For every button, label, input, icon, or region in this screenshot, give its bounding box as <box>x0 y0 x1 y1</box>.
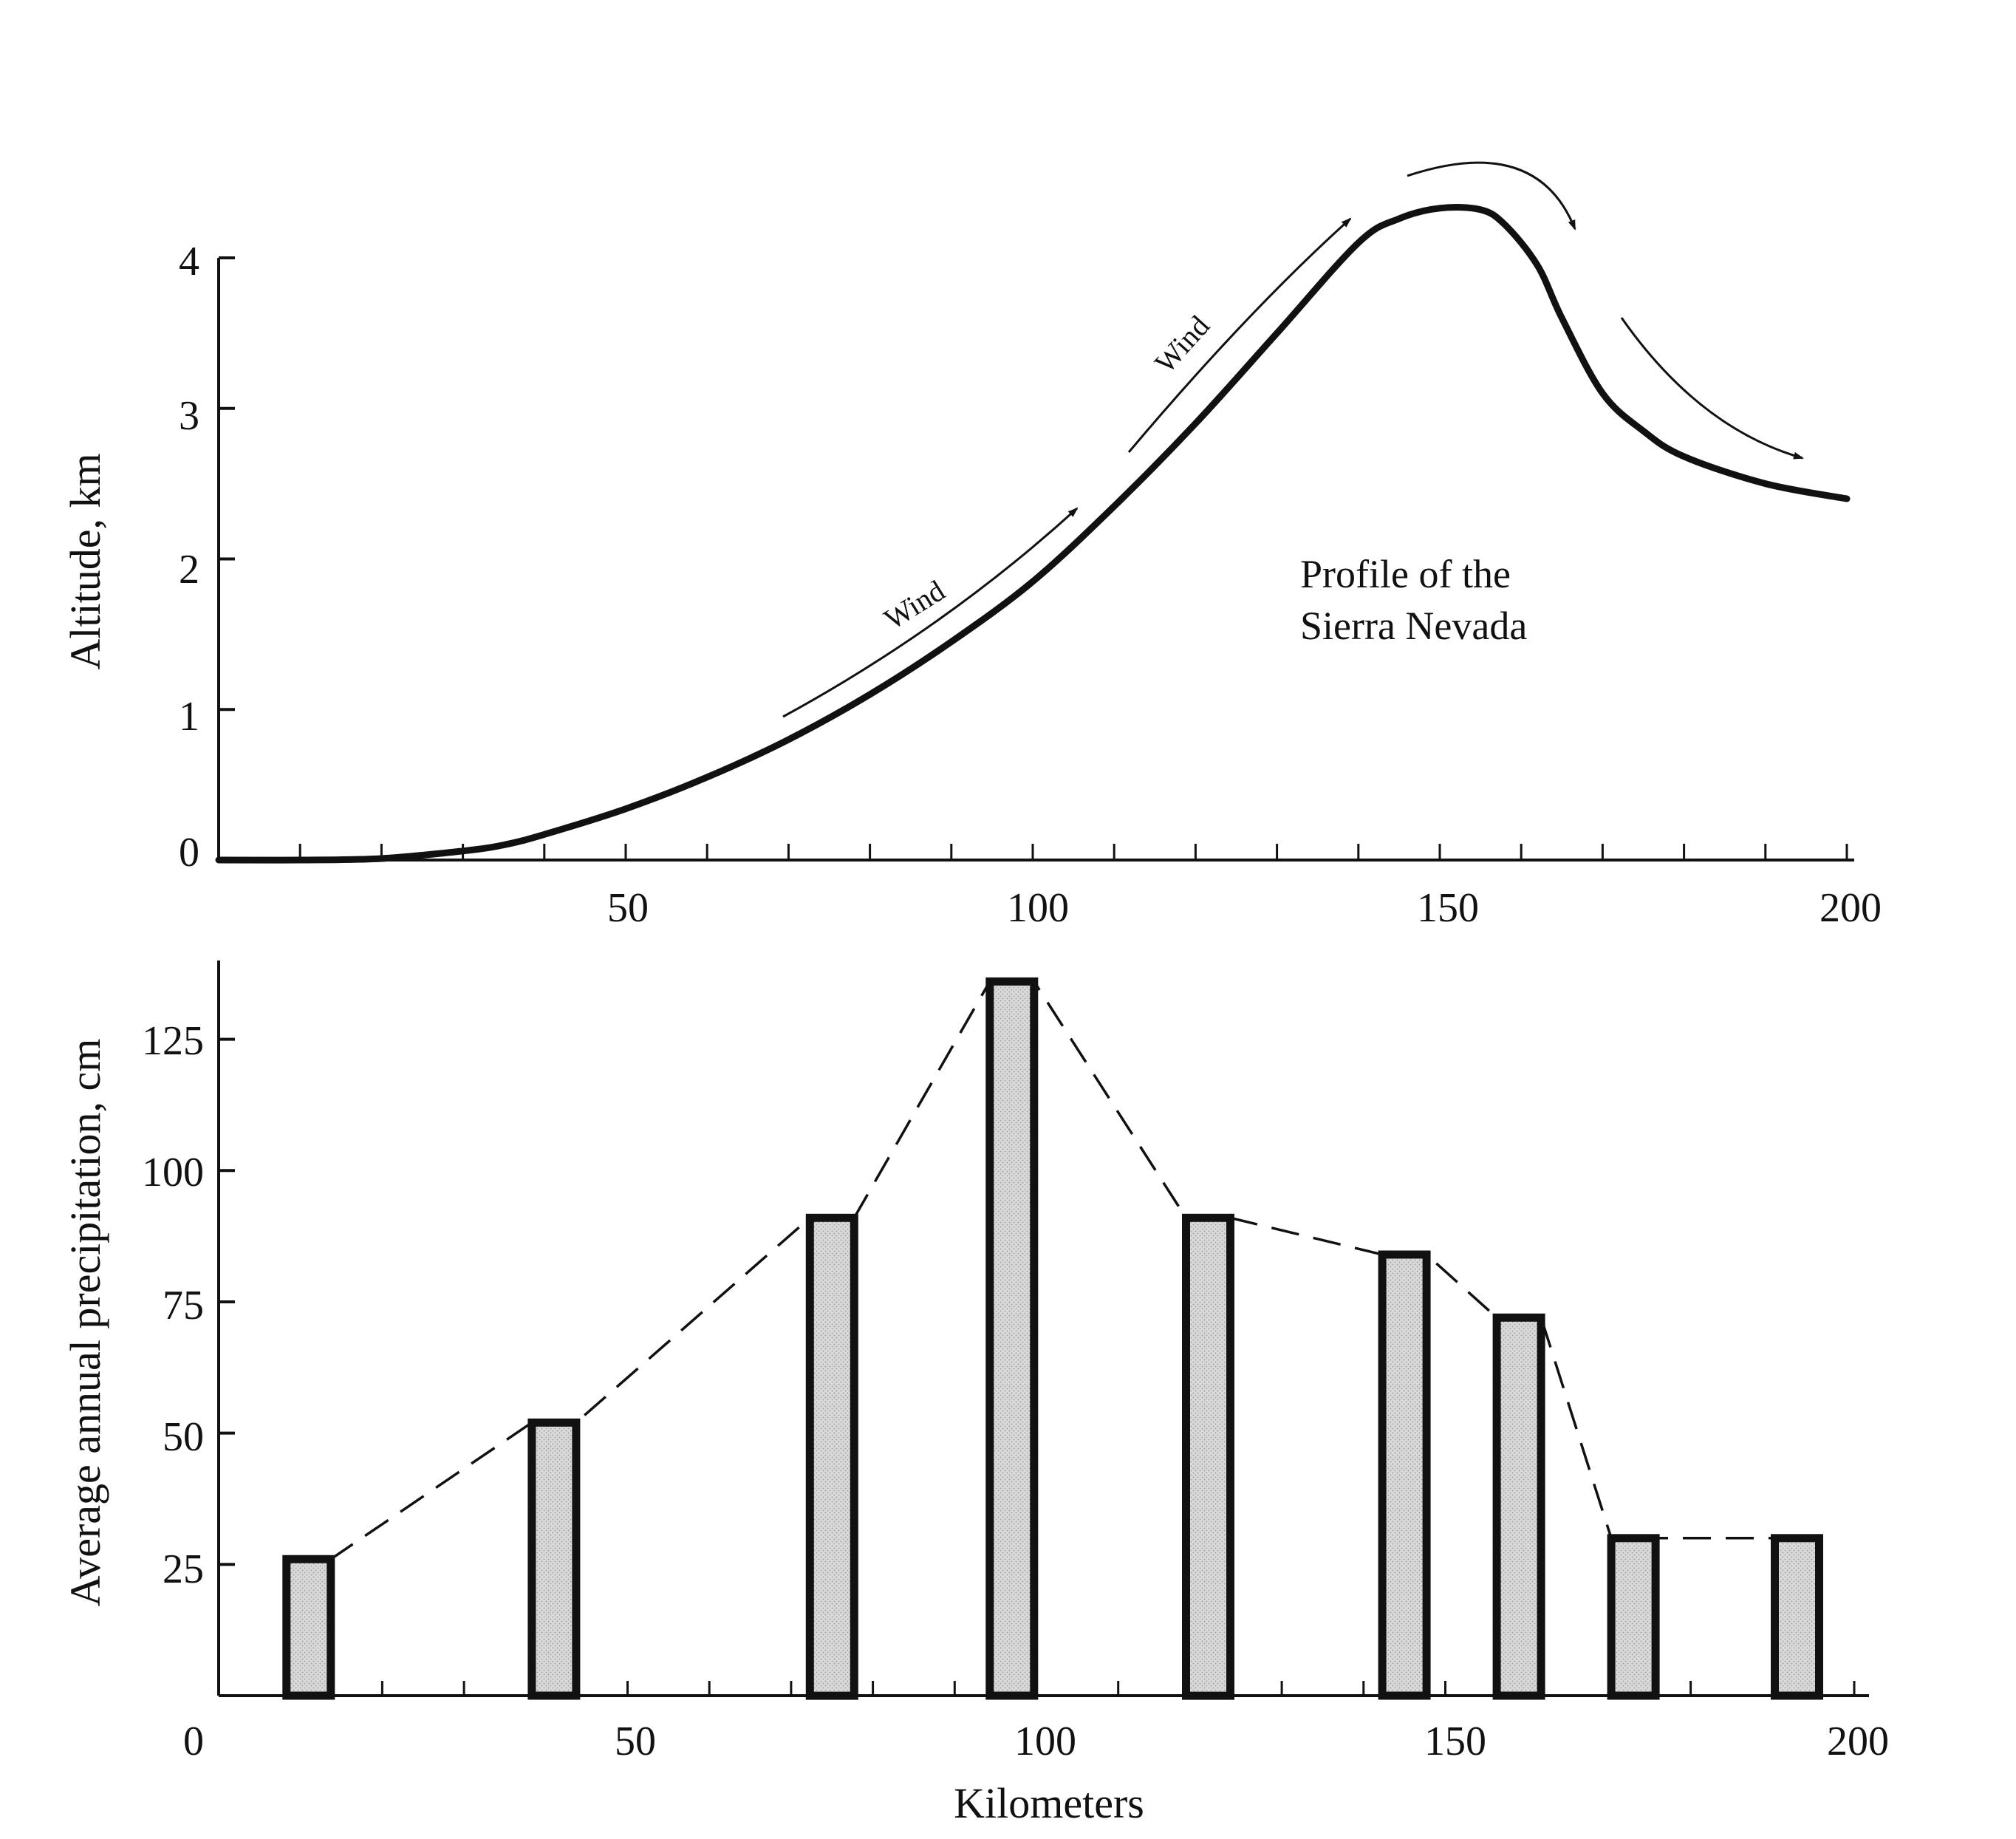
precipitation-y-tick-label: 25 <box>163 1546 204 1592</box>
precipitation-y-tick-label: 100 <box>142 1150 204 1195</box>
profile-line <box>215 204 1851 864</box>
altitude-y-tick-label: 3 <box>179 393 199 439</box>
altitude-x-tick-label: 200 <box>1819 885 1882 931</box>
altitude-x-tick-label: 50 <box>607 885 649 931</box>
precipitation-bar <box>805 1213 858 1700</box>
altitude-x-tick-label: 150 <box>1417 885 1479 931</box>
altitude-y-tick-label: 2 <box>179 547 199 593</box>
precipitation-bar <box>1492 1313 1545 1700</box>
altitude-chart: 4 3 2 1 0 50 100 150 200 Altitude, km Wi… <box>61 161 1882 931</box>
precipitation-y-tick-label: 125 <box>142 1018 204 1064</box>
altitude-x-tick-label: 100 <box>1007 885 1069 931</box>
profile-annotation-line-1: Profile of the <box>1300 552 1511 596</box>
precipitation-bar <box>985 977 1039 1700</box>
precipitation-x-tick-label: 150 <box>1424 1719 1486 1764</box>
altitude-y-tick-label: 4 <box>179 239 199 284</box>
precipitation-chart: 125 100 75 50 25 0 50 100 150 200 Kilome… <box>61 961 1889 1827</box>
precipitation-bars <box>282 977 1823 1700</box>
altitude-y-tick-label: 1 <box>179 694 199 740</box>
wind-label: Wind <box>1148 309 1216 379</box>
precipitation-bar <box>1607 1534 1660 1700</box>
precipitation-trend-line <box>286 980 1819 1560</box>
precipitation-bar <box>1771 1534 1823 1700</box>
precipitation-y-axis-label: Average annual precipitation, cm <box>61 1039 109 1607</box>
precipitation-x-tick-label: 50 <box>615 1719 656 1764</box>
precipitation-bar <box>1378 1250 1431 1700</box>
precipitation-y-tick-label: 50 <box>163 1414 204 1460</box>
altitude-y-ticks <box>219 256 235 862</box>
precipitation-bar <box>527 1418 581 1700</box>
precipitation-bar <box>282 1555 335 1700</box>
precipitation-x-axis-label: Kilometers <box>954 1779 1144 1827</box>
wind-arrow <box>1620 317 1804 460</box>
precipitation-x-tick-label: 0 <box>183 1719 204 1764</box>
precipitation-x-tick-label: 100 <box>1014 1719 1076 1764</box>
wind-label: Wind <box>878 573 951 635</box>
altitude-y-axis-label: Altitude, km <box>61 453 109 669</box>
wind-arrow <box>1407 161 1576 231</box>
altitude-y-tick-label: 0 <box>179 830 199 876</box>
precipitation-x-tick-label: 200 <box>1827 1719 1889 1764</box>
precipitation-bar <box>1182 1213 1234 1700</box>
altitude-x-ticks <box>298 844 1848 860</box>
wind-arrow <box>782 507 1079 718</box>
wind-arrow <box>1127 217 1352 453</box>
profile-annotation-line-2: Sierra Nevada <box>1300 604 1527 648</box>
precipitation-y-tick-label: 75 <box>163 1283 204 1328</box>
precipitation-y-ticks <box>219 1037 235 1566</box>
